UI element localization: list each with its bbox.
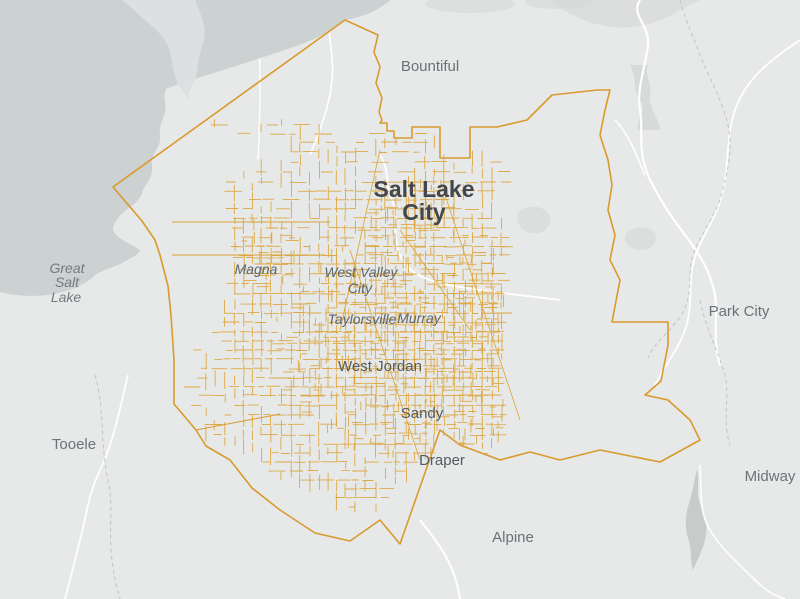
svg-text:Taylorsville: Taylorsville xyxy=(328,311,397,327)
svg-text:Alpine: Alpine xyxy=(492,529,534,546)
svg-text:West Valley: West Valley xyxy=(324,264,398,280)
svg-text:Tooele: Tooele xyxy=(52,436,96,453)
svg-text:Salt: Salt xyxy=(55,274,80,290)
svg-text:Park City: Park City xyxy=(709,303,770,320)
svg-text:Draper: Draper xyxy=(419,452,465,469)
svg-text:Magna: Magna xyxy=(235,261,278,277)
svg-text:West Jordan: West Jordan xyxy=(338,358,422,375)
svg-text:City: City xyxy=(348,280,373,296)
svg-text:Bountiful: Bountiful xyxy=(401,58,459,75)
svg-text:Midway: Midway xyxy=(745,468,796,485)
svg-text:Murray: Murray xyxy=(397,310,442,326)
svg-text:Lake: Lake xyxy=(51,289,82,305)
svg-text:City: City xyxy=(402,199,446,225)
svg-text:Sandy: Sandy xyxy=(401,405,444,422)
